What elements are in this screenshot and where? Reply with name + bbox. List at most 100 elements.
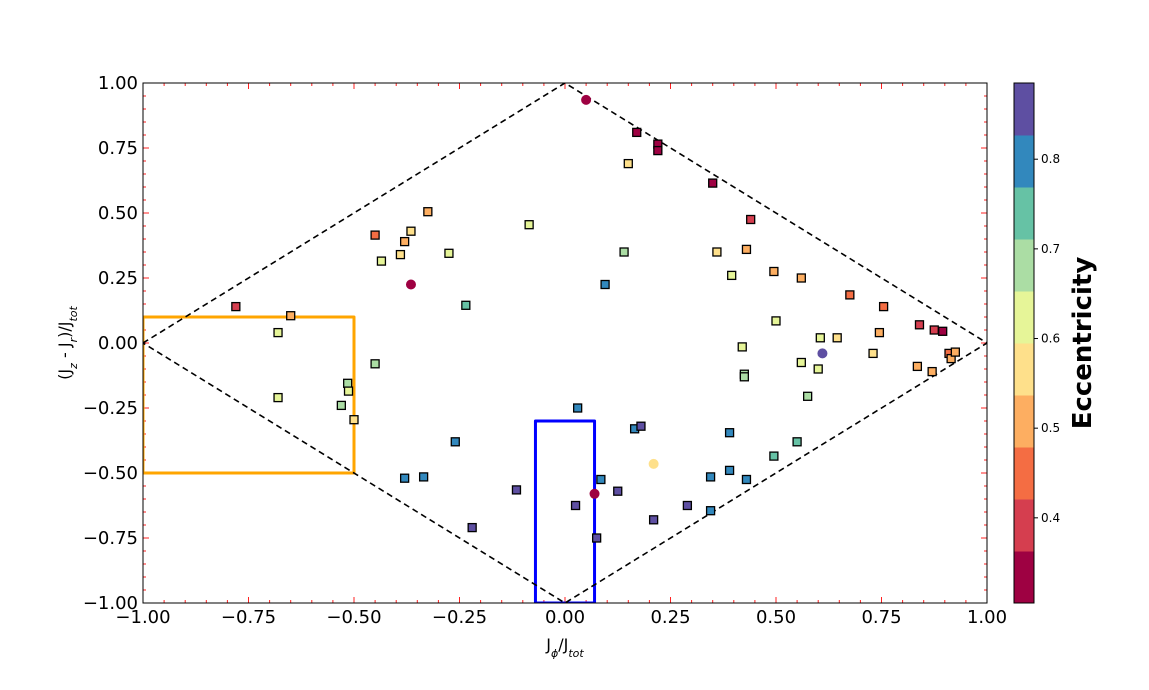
plot-background bbox=[143, 83, 987, 603]
square-marker bbox=[286, 311, 296, 321]
colorbar-band bbox=[1014, 83, 1034, 136]
square-marker bbox=[815, 333, 825, 343]
y-tick-label: −0.75 bbox=[83, 528, 138, 549]
y-tick-labels: −1.00 −0.75 −0.50 −0.25 0.00 0.25 0.50 0.75 1.00 bbox=[83, 73, 138, 614]
square-marker bbox=[803, 391, 813, 401]
plot-area bbox=[142, 82, 988, 604]
square-marker bbox=[727, 270, 737, 281]
colorbar-tick-label: 0.6 bbox=[1041, 332, 1060, 346]
x-tick-label: 0.00 bbox=[545, 607, 585, 628]
square-marker bbox=[596, 474, 606, 485]
circle-marker bbox=[405, 279, 416, 290]
square-marker bbox=[705, 506, 716, 516]
square-marker bbox=[648, 515, 659, 525]
plot-frame bbox=[142, 82, 988, 604]
y-tick-label: −0.25 bbox=[83, 398, 138, 419]
square-marker bbox=[613, 486, 623, 496]
boundary-diamond bbox=[143, 83, 987, 603]
square-marker bbox=[769, 266, 779, 277]
colorbar-band bbox=[1014, 239, 1034, 292]
square-marker bbox=[845, 290, 855, 300]
square-marker bbox=[868, 348, 878, 359]
square-marker bbox=[343, 386, 354, 396]
x-tick-label: −0.50 bbox=[326, 607, 381, 628]
square-marker bbox=[399, 236, 410, 247]
square-marker bbox=[724, 428, 735, 438]
square-marker bbox=[914, 320, 925, 330]
colorbar-band bbox=[1014, 447, 1034, 500]
square-marker bbox=[376, 256, 387, 266]
square-marker bbox=[741, 474, 752, 485]
square-marker bbox=[231, 301, 241, 312]
colorbar-tick-label: 0.7 bbox=[1041, 242, 1060, 256]
square-marker bbox=[418, 472, 429, 482]
square-marker bbox=[832, 333, 842, 343]
x-tick-label: −0.75 bbox=[221, 607, 276, 628]
square-marker bbox=[792, 437, 802, 447]
square-marker bbox=[737, 342, 747, 352]
y-tick-label: 0.50 bbox=[98, 203, 138, 224]
square-marker bbox=[708, 178, 718, 188]
square-marker bbox=[600, 279, 610, 290]
square-marker bbox=[570, 500, 581, 511]
blue-region-box bbox=[533, 419, 597, 603]
square-marker bbox=[769, 451, 779, 461]
colorbar-tick-label: 0.4 bbox=[1041, 511, 1060, 525]
x-axis-label: Jϕ/Jtot bbox=[545, 635, 584, 660]
square-marker bbox=[653, 145, 663, 156]
square-marker bbox=[370, 359, 380, 369]
square-marker bbox=[682, 500, 693, 511]
square-marker bbox=[370, 230, 380, 240]
colorbar-band bbox=[1014, 343, 1034, 396]
colorbar-tick-label: 0.5 bbox=[1041, 421, 1060, 435]
square-marker bbox=[573, 403, 583, 413]
square-marker bbox=[444, 248, 454, 258]
colorbar: 0.4 0.5 0.6 0.7 0.8 Eccentricity bbox=[1013, 82, 1098, 604]
square-marker bbox=[705, 472, 716, 482]
y-tick-label: 0.25 bbox=[98, 268, 138, 289]
colorbar-frame bbox=[1013, 82, 1035, 604]
colorbar-band bbox=[1014, 291, 1034, 344]
y-tick-label: −0.50 bbox=[83, 463, 138, 484]
x-tick-label: −1.00 bbox=[115, 607, 170, 628]
square-marker bbox=[878, 301, 889, 312]
x-tick-label: 1.00 bbox=[967, 607, 1007, 628]
x-tick-label: 0.75 bbox=[861, 607, 901, 628]
colorbar-label: Eccentricity bbox=[1068, 257, 1098, 430]
square-marker bbox=[796, 357, 806, 368]
y-axis-label: (Jz - Jr)/Jtot bbox=[55, 305, 80, 379]
square-marker bbox=[636, 421, 646, 431]
x-tick-label: −0.25 bbox=[432, 607, 487, 628]
square-marker bbox=[796, 273, 806, 283]
square-marker bbox=[273, 392, 283, 403]
square-marker bbox=[511, 485, 522, 495]
square-marker bbox=[406, 226, 416, 236]
square-marker bbox=[467, 522, 477, 533]
square-marker bbox=[746, 214, 756, 225]
circle-marker bbox=[648, 458, 659, 469]
square-marker bbox=[461, 300, 471, 310]
square-marker bbox=[927, 366, 937, 377]
square-marker bbox=[399, 473, 410, 483]
square-marker bbox=[632, 127, 642, 138]
colorbar-band bbox=[1014, 395, 1034, 448]
square-marker bbox=[771, 316, 781, 326]
colorbar-band bbox=[1014, 551, 1034, 604]
colorbar-band bbox=[1014, 187, 1034, 240]
square-marker bbox=[950, 347, 960, 357]
square-marker bbox=[349, 415, 359, 425]
square-marker bbox=[912, 361, 923, 372]
y-tick-label: 0.00 bbox=[98, 333, 138, 354]
colorbar-band bbox=[1014, 135, 1034, 188]
x-tick-labels: −1.00 −0.75 −0.50 −0.25 0.00 0.25 0.50 0.75 1.00 bbox=[115, 607, 1007, 628]
y-tick-label: 1.00 bbox=[98, 73, 138, 94]
circle-marker bbox=[817, 348, 828, 359]
square-marker bbox=[343, 378, 353, 388]
scatter-markers bbox=[231, 94, 960, 543]
square-marker bbox=[874, 327, 885, 338]
y-tick-label: 0.75 bbox=[98, 138, 138, 159]
square-marker bbox=[336, 400, 346, 411]
square-marker bbox=[592, 533, 602, 543]
colorbar-tick-label: 0.8 bbox=[1041, 152, 1060, 166]
square-marker bbox=[395, 249, 406, 260]
